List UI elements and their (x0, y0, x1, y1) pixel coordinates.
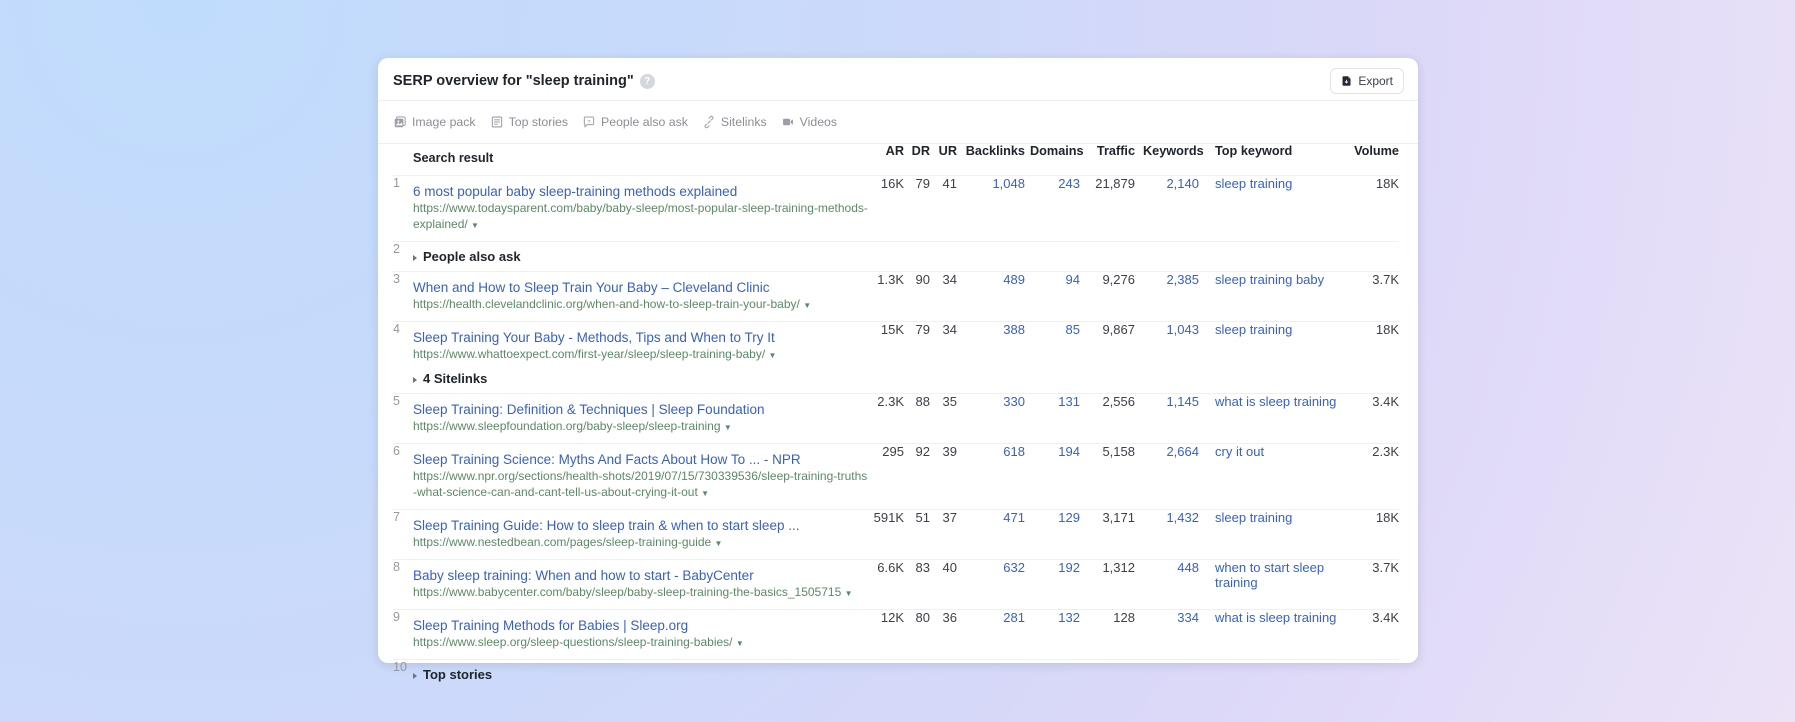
svg-text:?: ? (588, 119, 591, 125)
